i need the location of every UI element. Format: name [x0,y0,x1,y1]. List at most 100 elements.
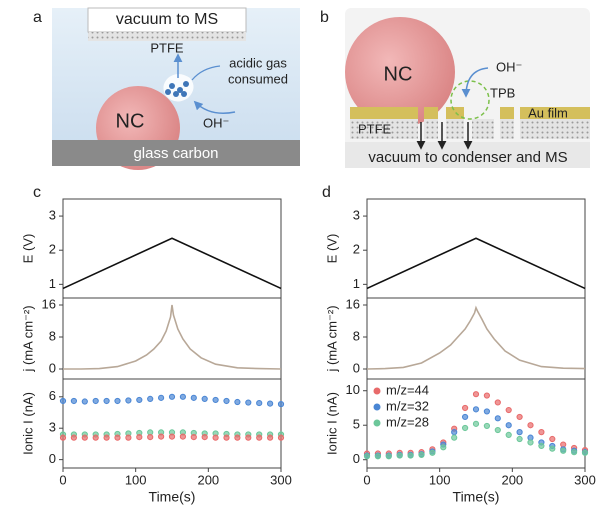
data-point [418,451,425,458]
x-tick-label: 300 [270,472,292,487]
panel-label: a [33,9,42,26]
data-point [451,429,458,436]
y-tick-label: 3 [49,420,56,435]
data-point [114,397,121,405]
data-point [483,408,490,415]
data-point [81,434,88,441]
plot-frame [366,378,586,469]
x-tick-label: 200 [501,472,523,487]
y-axis-label: j (mA cm⁻²) [20,305,35,372]
arrow [461,67,489,98]
data-point [70,397,78,405]
data-line [366,237,586,290]
data-point [494,426,501,434]
data-line [63,304,282,370]
arrows [416,122,473,150]
x-axis-label: Time(s) [453,489,500,505]
data-point [472,391,480,398]
label: PTFE [358,121,392,136]
data-point [494,415,501,422]
data-point [505,406,512,414]
data-point [125,397,132,404]
ptfe-layer [88,32,246,41]
data-point [440,444,447,451]
data-point [516,413,523,421]
data-point [147,395,154,402]
data-point [168,393,176,400]
data-point [483,422,490,430]
y-tick-label: 1 [353,276,360,291]
data-point [363,453,371,460]
data-point [527,422,534,429]
label: vacuum to MS [116,11,218,28]
data-point [70,434,78,441]
pointer [191,65,221,81]
data-point [201,434,208,441]
data-point [538,442,545,450]
gas-dots [165,81,189,97]
data-point [277,434,285,441]
data-point [158,433,165,440]
data-point [462,404,469,412]
data-point [516,429,523,436]
au-film [350,107,590,119]
y-tick-label: 2 [353,242,360,257]
data-point [277,401,285,408]
data-point [560,447,567,454]
data-point [114,434,121,441]
legend-marker [373,387,381,395]
data-point [581,449,589,456]
y-tick-label: 6 [49,388,56,403]
data-point [190,434,197,441]
y-tick-label: 5 [353,417,360,432]
data-point [190,394,197,401]
data-point [92,397,99,405]
data-point [462,424,469,432]
y-tick-label: 3 [353,208,360,223]
label: OH⁻ [496,59,522,74]
data-point [505,422,512,429]
label: consumed [228,71,288,86]
y-tick-label: 0 [49,360,56,375]
data-point [407,452,414,459]
y-tick-label: 1 [49,276,56,291]
label: TPB [490,85,515,100]
legend-marker [373,419,381,427]
data-point [223,397,230,405]
legend-label: m/z=32 [386,398,429,413]
label: glass carbon [133,145,218,162]
legend-label: m/z=44 [386,382,429,397]
data-point [267,434,274,441]
data-point [374,453,381,460]
data-point [103,434,110,441]
data-point [201,395,208,402]
y-axis-label: Ionic I (nA) [20,392,35,455]
data-point [81,398,88,405]
y-tick-label: 3 [49,208,56,223]
data-point [245,399,252,406]
data-point [429,449,436,456]
data-point [462,413,469,421]
x-tick-label: 300 [574,472,596,487]
y-axis-label: E (V) [20,234,35,264]
y-axis-label: Ionic I (nA) [324,392,339,455]
y-tick-label: 8 [49,328,56,343]
data-point [179,433,186,440]
label: Au film [528,105,568,120]
data-point [212,396,219,404]
data-point [267,400,274,407]
data-point [505,431,512,438]
legend-label: m/z=28 [386,414,429,429]
plot-frame [366,198,586,299]
data-point [451,434,458,441]
x-axis-label: Time(s) [149,489,196,505]
x-tick-label: 200 [197,472,219,487]
label: NC [384,63,413,85]
data-point [516,435,523,443]
data-point [527,439,534,446]
legend-marker [373,403,381,411]
label: acidic gas [229,55,287,70]
data-point [103,397,110,405]
